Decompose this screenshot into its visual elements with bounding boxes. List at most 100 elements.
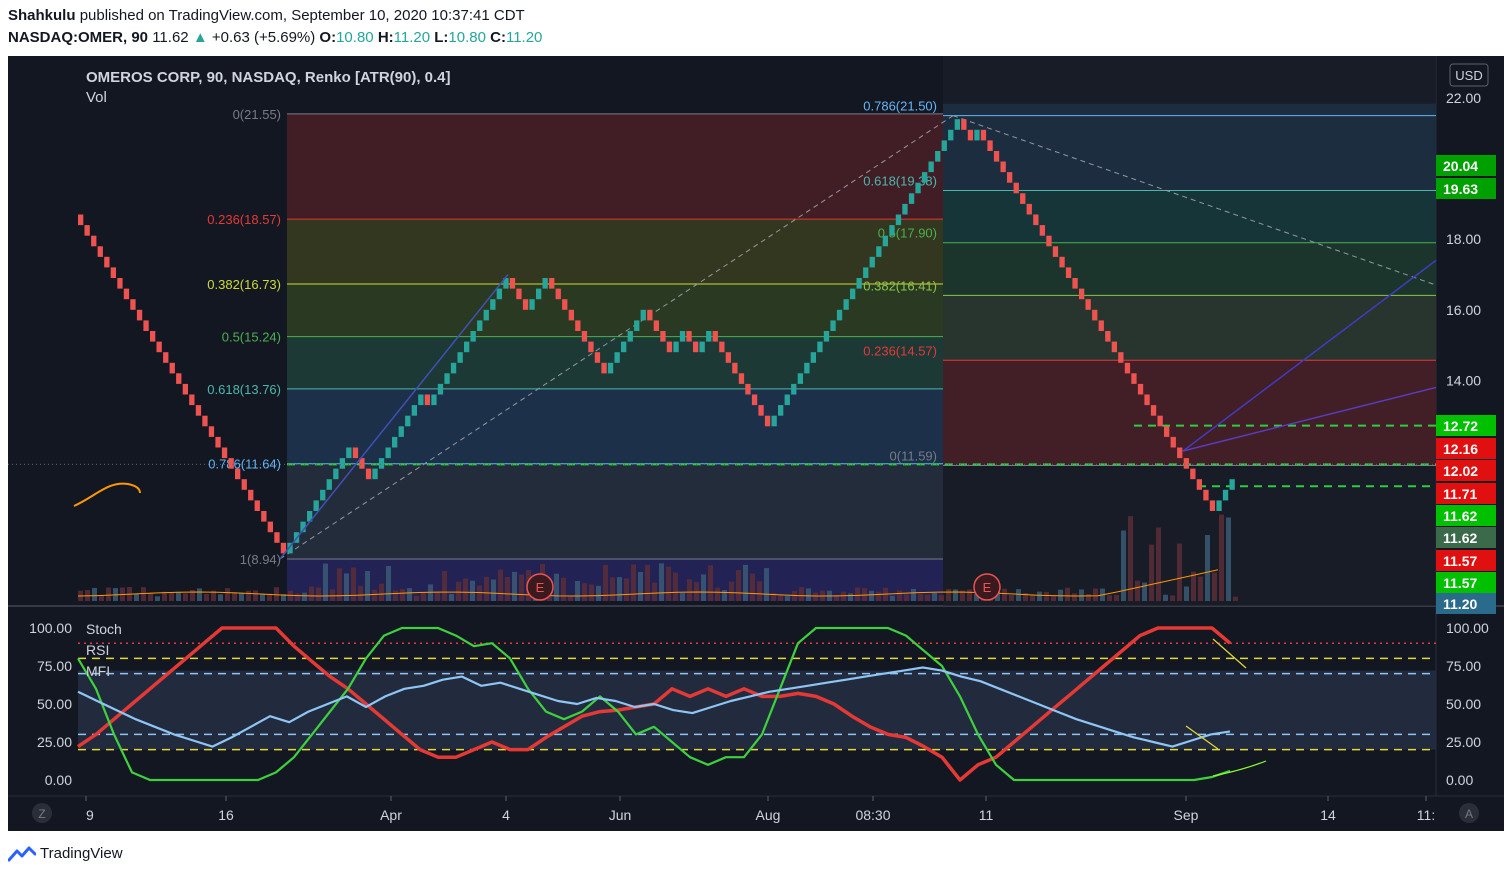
- volume-bar: [463, 578, 468, 601]
- price-label-box: [1436, 505, 1496, 526]
- volume-bar: [379, 583, 384, 601]
- footer-brand[interactable]: TradingView: [8, 845, 123, 862]
- volume-bar: [575, 581, 580, 601]
- volume-bar: [897, 590, 902, 601]
- renko-brick: [607, 362, 614, 374]
- fib1-level-label: 0.382(16.73): [207, 277, 281, 292]
- volume-bar: [1030, 594, 1035, 601]
- volume-bar: [435, 591, 440, 601]
- volume-bar: [582, 583, 587, 601]
- volume-bar: [806, 588, 811, 601]
- renko-brick: [993, 151, 1000, 162]
- price-label: 12.02: [1443, 463, 1478, 479]
- renko-brick: [1026, 203, 1032, 215]
- published-text: published on TradingView.com, September …: [79, 7, 525, 24]
- earnings-event-marker[interactable]: [526, 573, 554, 601]
- fib2-zone: [943, 360, 1436, 466]
- time-axis-tick: 11:: [1417, 807, 1435, 823]
- renko-brick: [817, 341, 823, 353]
- earnings-event-marker[interactable]: [973, 573, 1001, 601]
- volume-label: Vol: [86, 89, 107, 106]
- renko-brick: [758, 405, 764, 416]
- volume-bar: [330, 589, 335, 601]
- volume-bar: [295, 593, 300, 601]
- renko-brick: [254, 500, 260, 511]
- renko-brick: [640, 309, 646, 321]
- volume-bar: [393, 590, 398, 601]
- volume-bar: [1219, 514, 1224, 601]
- fib1-zone: [287, 388, 943, 464]
- volume-bar: [512, 571, 517, 601]
- renko-brick: [123, 288, 130, 300]
- renko-brick: [241, 479, 247, 490]
- volume-bar: [1128, 516, 1133, 601]
- volume-bar: [1023, 593, 1028, 601]
- renko-brick: [1222, 489, 1229, 501]
- volume-bar: [1198, 576, 1203, 601]
- renko-brick: [1164, 426, 1170, 437]
- volume-bar: [1044, 591, 1049, 601]
- renko-brick: [228, 458, 234, 469]
- volume-bar: [610, 577, 615, 601]
- volume-bar: [1002, 588, 1007, 601]
- volume-bar: [736, 569, 741, 601]
- renko-brick: [320, 489, 326, 501]
- fib2-zone: [943, 295, 1436, 361]
- price-label: 11.62: [1443, 530, 1477, 546]
- volume-bar: [1142, 582, 1147, 601]
- renko-brick: [863, 267, 869, 278]
- renko-brick: [522, 299, 529, 310]
- zoom-reset-button[interactable]: [32, 803, 52, 823]
- close-value: 11.20: [505, 29, 543, 46]
- renko-brick: [1079, 288, 1085, 300]
- time-axis-tick: 08:30: [855, 807, 890, 823]
- renko-brick: [836, 309, 843, 321]
- low-label: L:: [434, 29, 449, 46]
- renko-brick: [516, 288, 522, 300]
- price-label: 11.57: [1443, 553, 1477, 569]
- volume-bar: [1114, 594, 1119, 601]
- fib1-zone: [287, 284, 943, 337]
- renko-brick: [359, 458, 365, 469]
- fib1-zone: [287, 113, 943, 220]
- price-label: 20.04: [1443, 158, 1478, 174]
- renko-brick: [163, 352, 169, 363]
- zoom-reset-label[interactable]: Z: [38, 807, 45, 821]
- chart-svg[interactable]: 0(21.55) 0.236(18.57) 0.382(16.73) 0.5(15.2…: [8, 56, 1504, 831]
- price-label-box: [1436, 438, 1496, 459]
- auto-scale-button[interactable]: [1459, 803, 1479, 823]
- volume-bar: [778, 595, 783, 601]
- renko-brick: [110, 267, 116, 278]
- volume-bar: [1135, 580, 1140, 601]
- renko-brick: [339, 458, 345, 469]
- osc-axis-tick-left: 25.00: [37, 734, 72, 750]
- price-label-box: [1436, 550, 1496, 571]
- auto-scale-label[interactable]: A: [1465, 807, 1473, 821]
- renko-brick: [922, 172, 928, 183]
- volume-bar: [1170, 595, 1175, 601]
- author-name[interactable]: Shahkulu: [8, 7, 76, 24]
- renko-brick: [830, 320, 836, 331]
- currency-button-label[interactable]: USD: [1455, 68, 1482, 83]
- volume-bar: [421, 592, 426, 601]
- volume-bar: [505, 577, 510, 601]
- volume-bar: [792, 590, 797, 601]
- volume-bar: [323, 563, 328, 601]
- volume-bar: [99, 595, 104, 601]
- renko-brick: [169, 362, 175, 374]
- renko-brick: [621, 341, 627, 353]
- renko-brick: [365, 468, 372, 480]
- renko-brick: [392, 436, 398, 448]
- volume-bar: [183, 593, 188, 601]
- symbol: NASDAQ:OMER, 90: [8, 29, 149, 46]
- volume-bar: [1177, 543, 1182, 601]
- volume-bar: [1016, 589, 1021, 601]
- volume-bar: [1009, 595, 1014, 601]
- time-axis-tick: Jun: [609, 807, 632, 823]
- volume-bar: [484, 576, 489, 601]
- chart-frame[interactable]: 0(21.55) 0.236(18.57) 0.382(16.73) 0.5(15.2…: [8, 56, 1504, 831]
- price-label: 11.71: [1443, 486, 1477, 502]
- currency-button[interactable]: [1449, 63, 1489, 87]
- volume-bar: [155, 596, 160, 601]
- volume-bar: [1149, 544, 1154, 601]
